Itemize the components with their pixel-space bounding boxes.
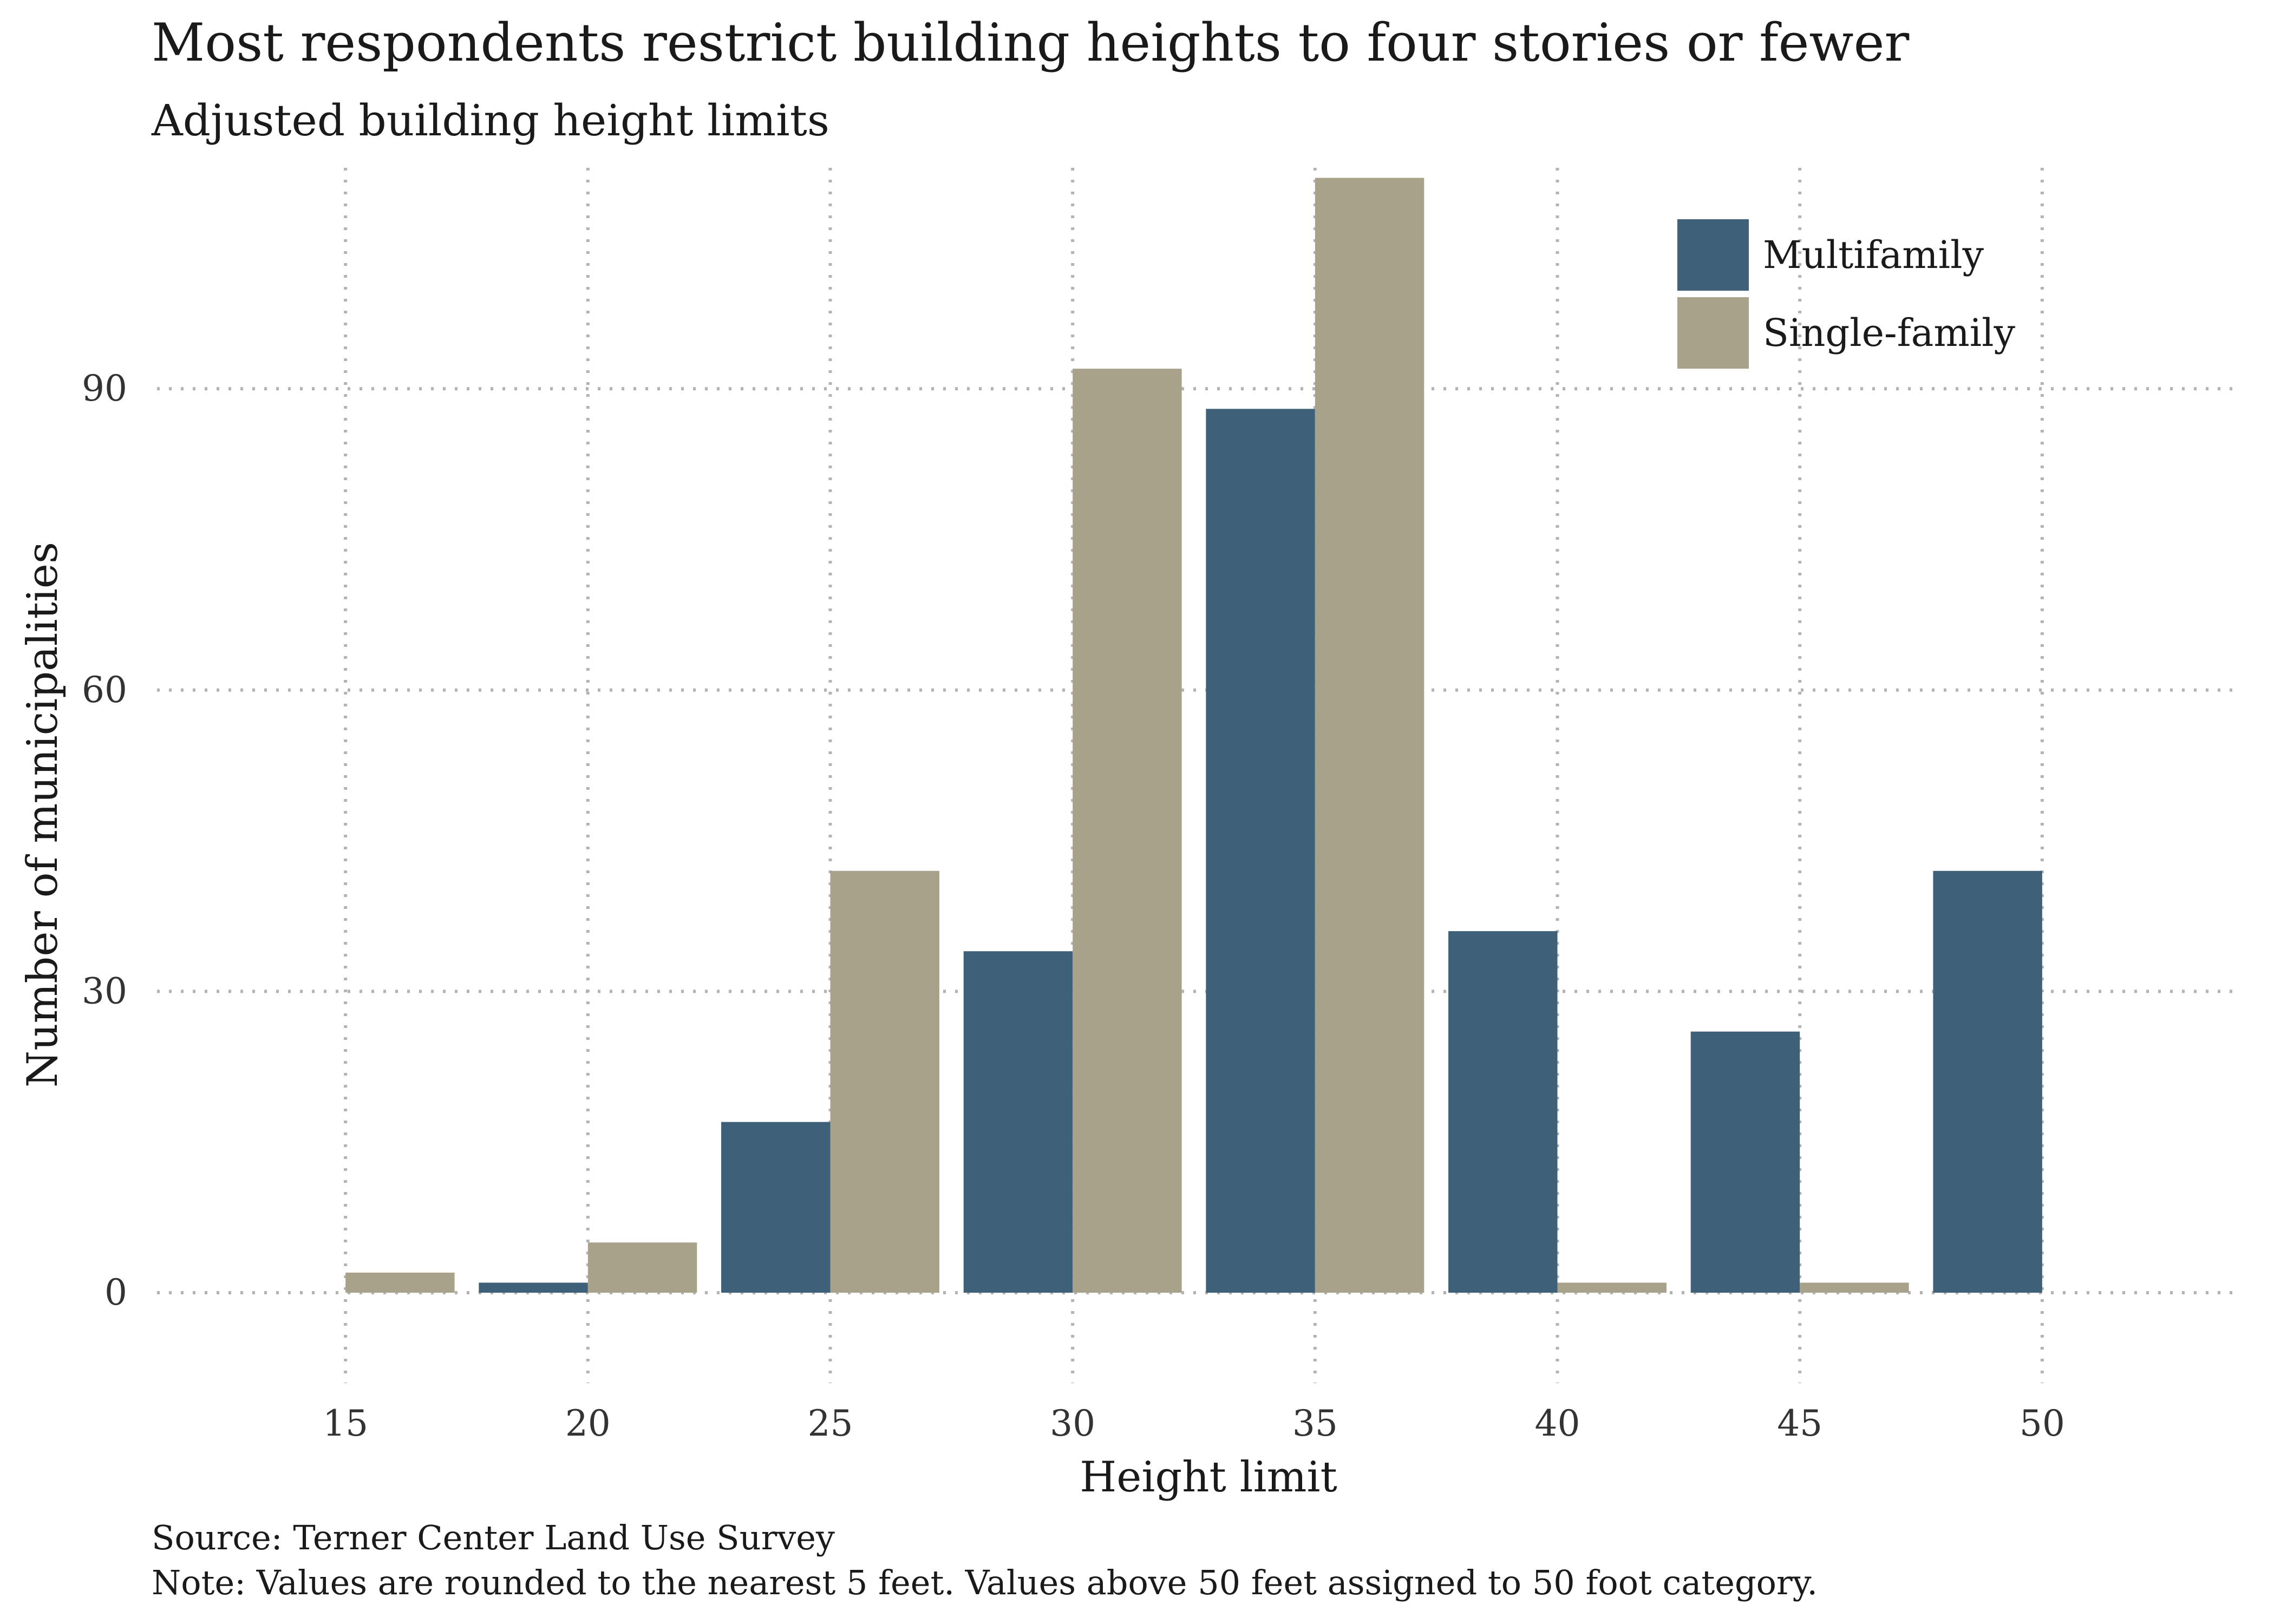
bar-single-family [1800,1282,1909,1293]
x-tick-label: 45 [1777,1403,1822,1444]
x-tick-label: 25 [807,1403,853,1444]
bar-single-family [345,1272,455,1293]
bar-single-family [587,1242,697,1293]
legend: Multifamily Single-family [1677,219,2015,369]
bars [345,178,2042,1293]
y-tick-label: 60 [82,669,127,711]
y-axis-label: Number of municipalities [18,542,67,1088]
chart-subtitle: Adjusted building height limits [151,95,829,146]
bar-multifamily [1690,1031,1800,1293]
x-tick-label: 20 [565,1403,611,1444]
chart-title: Most respondents restrict building heigh… [152,12,1909,73]
x-tick-label: 40 [1535,1403,1580,1444]
bar-multifamily [1933,870,2042,1293]
bar-multifamily [1448,931,1558,1293]
source-note: Source: Terner Center Land Use Survey [152,1518,835,1557]
legend-label: Multifamily [1763,233,1984,277]
legend-swatch [1677,297,1749,369]
y-tick-label: 0 [104,1272,127,1313]
bar-single-family [1073,369,1182,1293]
legend-swatch [1677,219,1749,291]
bar-single-family [830,870,939,1293]
bar-single-family [1557,1282,1667,1293]
bar-multifamily [963,951,1073,1293]
x-tick-label: 15 [323,1403,368,1444]
y-tick-label: 30 [82,970,127,1012]
rounding-note: Note: Values are rounded to the nearest … [152,1563,1818,1602]
x-tick-label: 30 [1050,1403,1095,1444]
bar-multifamily [721,1122,831,1293]
y-tick-label: 90 [82,368,127,409]
legend-label: Single-family [1763,311,2015,355]
bar-multifamily [1206,409,1315,1293]
axis-ticks: 0 30 60 90 15 20 25 30 35 40 45 50 [82,368,2065,1444]
bar-single-family [1315,178,1424,1293]
bar-multifamily [479,1282,588,1293]
x-tick-label: 50 [2020,1403,2065,1444]
x-tick-label: 35 [1292,1403,1338,1444]
x-axis-label: Height limit [1080,1453,1337,1502]
